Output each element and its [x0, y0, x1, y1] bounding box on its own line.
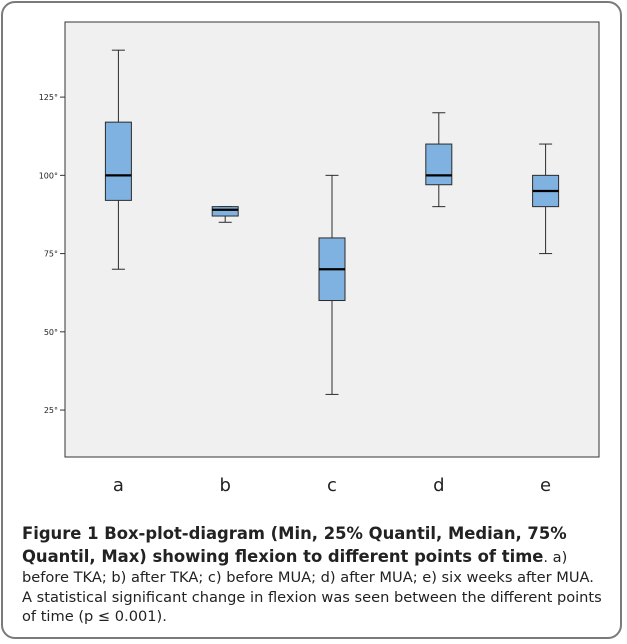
box-b: [211, 206, 239, 223]
y-axis-ticks: 25° 50° 75° 100° 125°: [39, 93, 65, 415]
box-c: [318, 174, 346, 395]
y-tick-label: 75°: [44, 250, 58, 259]
figure-caption: Figure 1 Box-plot-diagram (Min, 25% Quan…: [22, 522, 608, 627]
box-d: [425, 112, 453, 208]
y-tick-label: 50°: [44, 328, 58, 337]
box-series: [104, 49, 560, 395]
x-axis-ticks: a b c d e: [113, 475, 551, 496]
iqr-box: [211, 206, 239, 217]
y-tick-label: 100°: [39, 171, 58, 180]
box-plot-chart: 25° 50° 75° 100° 125° a b c d e: [39, 21, 600, 496]
y-tick-label: 25°: [44, 406, 58, 415]
y-tick-label: 125°: [39, 93, 58, 102]
iqr-box: [104, 121, 132, 201]
iqr-box: [425, 143, 453, 186]
caption-text: . a) before TKA; b) after TKA; c) before…: [22, 549, 602, 626]
caption-title: Figure 1 Box-plot-diagram (Min, 25% Quan…: [22, 524, 567, 566]
box-e: [532, 143, 560, 255]
box-a: [104, 49, 132, 270]
x-tick-label: e: [540, 475, 551, 496]
x-tick-label: c: [327, 475, 337, 496]
x-tick-label: a: [113, 475, 124, 496]
x-tick-label: b: [219, 475, 230, 496]
x-tick-label: d: [433, 475, 444, 496]
